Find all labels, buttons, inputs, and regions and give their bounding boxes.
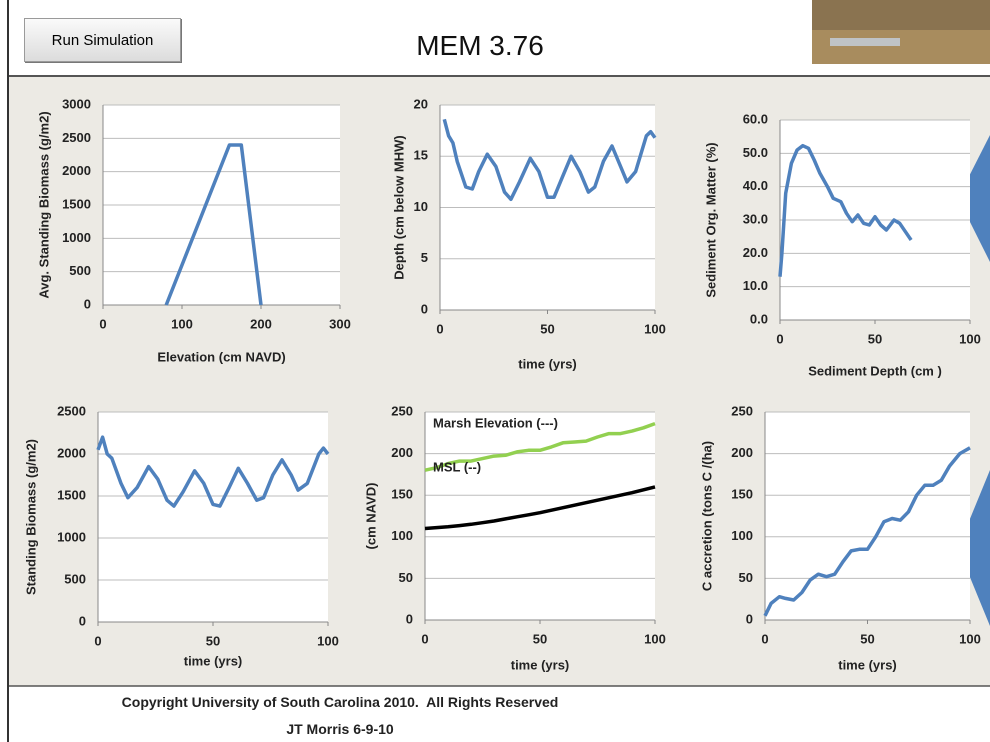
x-tick-label: 100 — [959, 331, 981, 346]
y-tick-label: 100 — [391, 528, 413, 543]
y-tick-label: 250 — [731, 403, 753, 418]
y-tick-label: 200 — [731, 445, 753, 460]
x-tick-label: 0 — [436, 321, 443, 336]
x-tick-label: 100 — [171, 316, 193, 331]
x-tick-label: 50 — [868, 331, 882, 346]
y-tick-label: 2500 — [62, 130, 91, 145]
y-tick-label: 20 — [414, 96, 428, 111]
y-axis-label: Avg. Standing Biomass (g/m2) — [36, 111, 51, 298]
y-tick-label: 1500 — [57, 487, 86, 502]
y-tick-label: 200 — [391, 445, 413, 460]
y-tick-label: 2000 — [62, 163, 91, 178]
y-tick-label: 15 — [414, 148, 428, 163]
y-tick-label: 150 — [391, 487, 413, 502]
y-tick-label: 150 — [731, 487, 753, 502]
x-axis-label: time (yrs) — [838, 657, 897, 672]
y-tick-label: 5 — [421, 250, 428, 265]
x-tick-label: 100 — [317, 633, 339, 648]
y-tick-label: 0 — [84, 296, 91, 311]
y-axis-label: Standing Biomass (g/m2) — [23, 439, 38, 595]
plot-area — [765, 412, 970, 620]
x-tick-label: 200 — [250, 316, 272, 331]
charts: 0500100015002000250030000100200300Elevat… — [0, 0, 990, 742]
x-tick-label: 0 — [99, 316, 106, 331]
x-tick-label: 0 — [761, 631, 768, 646]
x-axis-label: Sediment Depth (cm ) — [808, 363, 942, 378]
x-tick-label: 0 — [421, 631, 428, 646]
y-tick-label: 100 — [731, 528, 753, 543]
y-tick-label: 500 — [64, 571, 86, 586]
x-tick-label: 300 — [329, 316, 351, 331]
x-axis-label: Elevation (cm NAVD) — [157, 349, 285, 364]
y-tick-label: 0 — [406, 611, 413, 626]
plot-area — [425, 412, 655, 620]
y-tick-label: 500 — [69, 263, 91, 278]
y-tick-label: 1000 — [62, 230, 91, 245]
y-tick-label: 0 — [421, 301, 428, 316]
x-axis-label: time (yrs) — [184, 653, 243, 668]
y-tick-label: 0 — [79, 613, 86, 628]
y-tick-label: 20.0 — [743, 245, 768, 260]
x-tick-label: 50 — [540, 321, 554, 336]
y-tick-label: 3000 — [62, 96, 91, 111]
y-tick-label: 1500 — [62, 196, 91, 211]
x-tick-label: 0 — [94, 633, 101, 648]
x-axis-label: time (yrs) — [518, 356, 577, 371]
y-tick-label: 50 — [399, 570, 413, 585]
x-tick-label: 50 — [533, 631, 547, 646]
y-axis-label: C accretion (tons C /(ha) — [699, 441, 714, 591]
y-tick-label: 2000 — [57, 445, 86, 460]
x-tick-label: 0 — [776, 331, 783, 346]
plot-area — [98, 412, 328, 622]
copyright: Copyright University of South Carolina 2… — [0, 694, 680, 710]
y-axis-label: Sediment Org. Matter (%) — [703, 142, 718, 297]
author: JT Morris 6-9-10 — [0, 721, 680, 737]
y-tick-label: 0.0 — [750, 311, 768, 326]
x-axis-label: time (yrs) — [511, 657, 570, 672]
x-tick-label: 50 — [860, 631, 874, 646]
y-tick-label: 250 — [391, 403, 413, 418]
y-axis-label: (cm NAVD) — [363, 483, 378, 550]
y-tick-label: 30.0 — [743, 211, 768, 226]
y-tick-label: 10.0 — [743, 278, 768, 293]
annotation: MSL (--) — [433, 459, 481, 474]
x-tick-label: 100 — [644, 631, 666, 646]
app-window: Run Simulation MEM 3.76 0500100015002000… — [0, 0, 990, 742]
x-tick-label: 100 — [644, 321, 666, 336]
y-tick-label: 50.0 — [743, 145, 768, 160]
x-tick-label: 100 — [959, 631, 981, 646]
y-axis-label: Depth (cm below MHW) — [391, 135, 406, 279]
y-tick-label: 50 — [739, 570, 753, 585]
x-tick-label: 50 — [206, 633, 220, 648]
y-tick-label: 1000 — [57, 529, 86, 544]
annotation: Marsh Elevation (---) — [433, 415, 558, 430]
y-tick-label: 0 — [746, 611, 753, 626]
y-tick-label: 10 — [414, 199, 428, 214]
y-tick-label: 60.0 — [743, 111, 768, 126]
y-tick-label: 40.0 — [743, 178, 768, 193]
y-tick-label: 2500 — [57, 403, 86, 418]
